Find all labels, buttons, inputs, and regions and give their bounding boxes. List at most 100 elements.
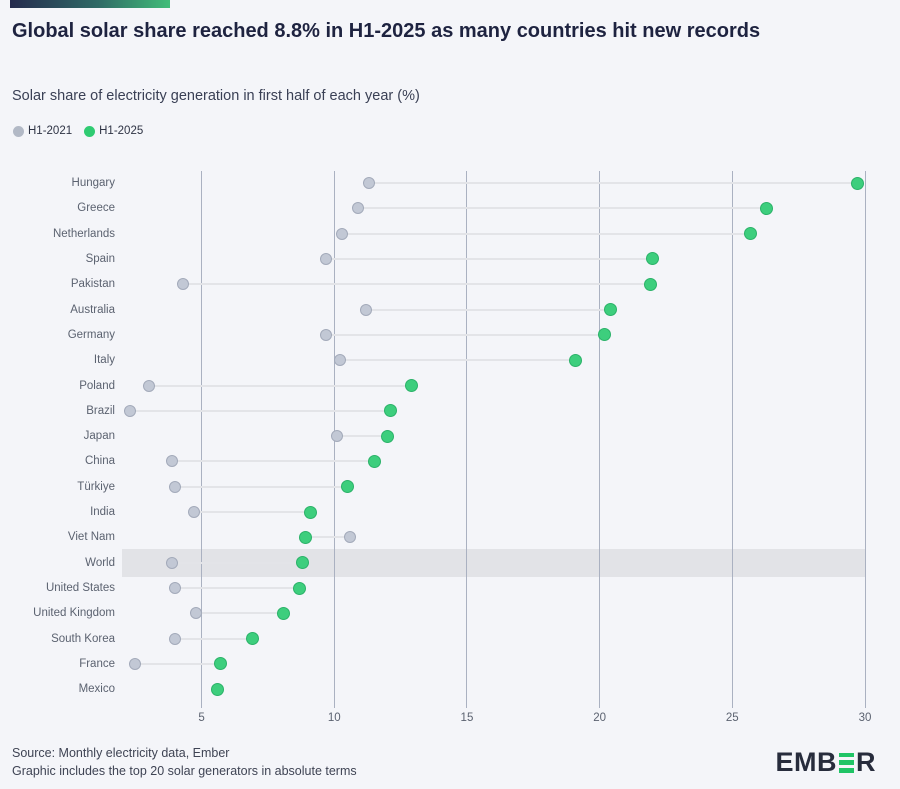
legend-label-h1-2025: H1-2025: [99, 125, 144, 137]
dot-h1-2021-brazil: [123, 404, 136, 417]
row-label-australia: Australia: [70, 303, 115, 316]
source-line: Source: Monthly electricity data, Ember: [12, 746, 230, 760]
dumbbell-connector-netherlands: [342, 232, 751, 235]
dumbbell-connector-hungary: [368, 182, 858, 184]
row-label-india: India: [90, 506, 115, 519]
row-label-brazil: Brazil: [86, 404, 115, 417]
dot-h1-2021-china: [166, 455, 179, 468]
dot-h1-2021-japan: [330, 430, 343, 443]
dumbbell-connector-greece: [358, 207, 767, 210]
legend-label-h1-2021: H1-2021: [28, 125, 73, 137]
legend-dot-h1-2025-icon: [84, 125, 96, 137]
row-label-pakistan: Pakistan: [70, 278, 115, 291]
gridline-x-15: [466, 171, 468, 708]
dot-h1-2025-viet-nam: [298, 530, 312, 544]
dot-h1-2021-hungary: [362, 177, 375, 189]
dumbbell-connector-pakistan: [183, 283, 651, 286]
row-label-south-korea: South Korea: [51, 632, 115, 645]
dot-h1-2025-world: [295, 556, 309, 570]
row-label-china: China: [84, 455, 115, 468]
row-label-germany: Germany: [67, 328, 115, 341]
dot-h1-2025-japan: [380, 429, 394, 443]
chart-title: Global solar share reached 8.8% in H1-20…: [12, 20, 761, 42]
dumbbell-connector-viet-nam: [305, 536, 351, 539]
row-label-world: World: [85, 556, 115, 569]
dot-h1-2025-australia: [603, 303, 617, 317]
gridline-x-30: [864, 171, 866, 708]
dot-h1-2025-spain: [646, 252, 660, 266]
row-label-viet-nam: Viet Nam: [67, 531, 115, 544]
dumbbell-connector-brazil: [129, 409, 390, 412]
dumbbell-connector-france: [135, 662, 221, 665]
dot-h1-2025-china: [367, 454, 381, 468]
row-label-hungary: Hungary: [71, 177, 115, 189]
dumbbell-connector-spain: [326, 257, 653, 260]
dot-h1-2021-greece: [352, 202, 365, 215]
dot-h1-2021-italy: [333, 354, 346, 367]
x-tick-label-10: 10: [327, 712, 341, 724]
dumbbell-connector-türkiye: [175, 485, 348, 488]
dot-h1-2021-france: [129, 657, 142, 670]
dot-h1-2025-united-states: [293, 581, 307, 595]
dumbbell-connector-united-states: [175, 587, 300, 590]
dot-h1-2021-poland: [142, 379, 155, 392]
dot-h1-2025-netherlands: [744, 227, 758, 241]
source-note: Source: Monthly electricity data, Ember …: [12, 744, 357, 780]
row-label-spain: Spain: [85, 252, 115, 265]
dot-h1-2025-germany: [598, 328, 612, 342]
row-label-netherlands: Netherlands: [52, 227, 115, 240]
row-label-mexico: Mexico: [78, 683, 115, 696]
row-label-united-kingdom: United Kingdom: [33, 607, 115, 620]
dot-h1-2021-spain: [320, 252, 333, 265]
dot-h1-2025-greece: [760, 201, 774, 215]
dot-h1-2021-germany: [320, 328, 333, 341]
gridline-x-20: [599, 171, 601, 708]
logo-text-emb: EMB: [775, 747, 837, 777]
dot-h1-2025-united-kingdom: [277, 606, 291, 620]
dumbbell-connector-poland: [148, 384, 412, 387]
row-label-greece: Greece: [77, 202, 115, 215]
dot-h1-2021-türkiye: [169, 480, 182, 493]
dot-h1-2021-netherlands: [336, 227, 349, 240]
dumbbell-connector-china: [172, 460, 375, 463]
dot-h1-2025-pakistan: [643, 277, 657, 291]
dot-h1-2025-türkiye: [341, 480, 355, 494]
dot-h1-2021-india: [187, 506, 200, 519]
dumbbell-connector-australia: [366, 308, 611, 311]
dumbbell-connector-germany: [326, 333, 605, 336]
dot-h1-2025-india: [303, 505, 317, 519]
gridline-x-25: [731, 171, 733, 708]
dumbbell-connector-india: [193, 511, 311, 514]
x-tick-label-20: 20: [593, 712, 607, 724]
gridline-x-5: [201, 171, 203, 708]
dumbbell-connector-world: [172, 561, 303, 564]
x-tick-label-5: 5: [198, 712, 205, 724]
dot-h1-2021-pakistan: [177, 278, 190, 291]
legend: H1-2021 H1-2025: [13, 125, 143, 137]
graphic-note-line: Graphic includes the top 20 solar genera…: [12, 764, 357, 779]
ember-logo: EMB R: [776, 747, 877, 778]
x-tick-label-30: 30: [858, 712, 872, 724]
legend-item-h1-2021: H1-2021: [13, 125, 72, 137]
dot-h1-2025-hungary: [850, 176, 864, 190]
dumbbell-connector-united-kingdom: [196, 612, 284, 615]
row-label-türkiye: Türkiye: [77, 480, 115, 493]
dot-h1-2025-brazil: [383, 404, 397, 418]
x-tick-label-15: 15: [460, 712, 474, 724]
dot-h1-2021-united-kingdom: [190, 607, 203, 620]
dot-h1-2025-france: [213, 657, 227, 671]
x-tick-label-25: 25: [725, 712, 739, 724]
dot-h1-2021-south-korea: [169, 632, 182, 645]
dot-h1-2025-mexico: [211, 682, 225, 696]
legend-dot-h1-2021-icon: [13, 125, 24, 137]
dot-h1-2021-united-states: [169, 582, 182, 595]
dumbbell-connector-south-korea: [175, 637, 253, 640]
brand-accent-bar: [10, 0, 170, 8]
chart-subtitle: Solar share of electricity generation in…: [12, 88, 420, 104]
dot-h1-2021-australia: [360, 303, 373, 316]
dot-h1-2025-poland: [404, 379, 418, 393]
dot-h1-2025-italy: [569, 353, 583, 367]
dumbbell-connector-italy: [339, 359, 576, 362]
